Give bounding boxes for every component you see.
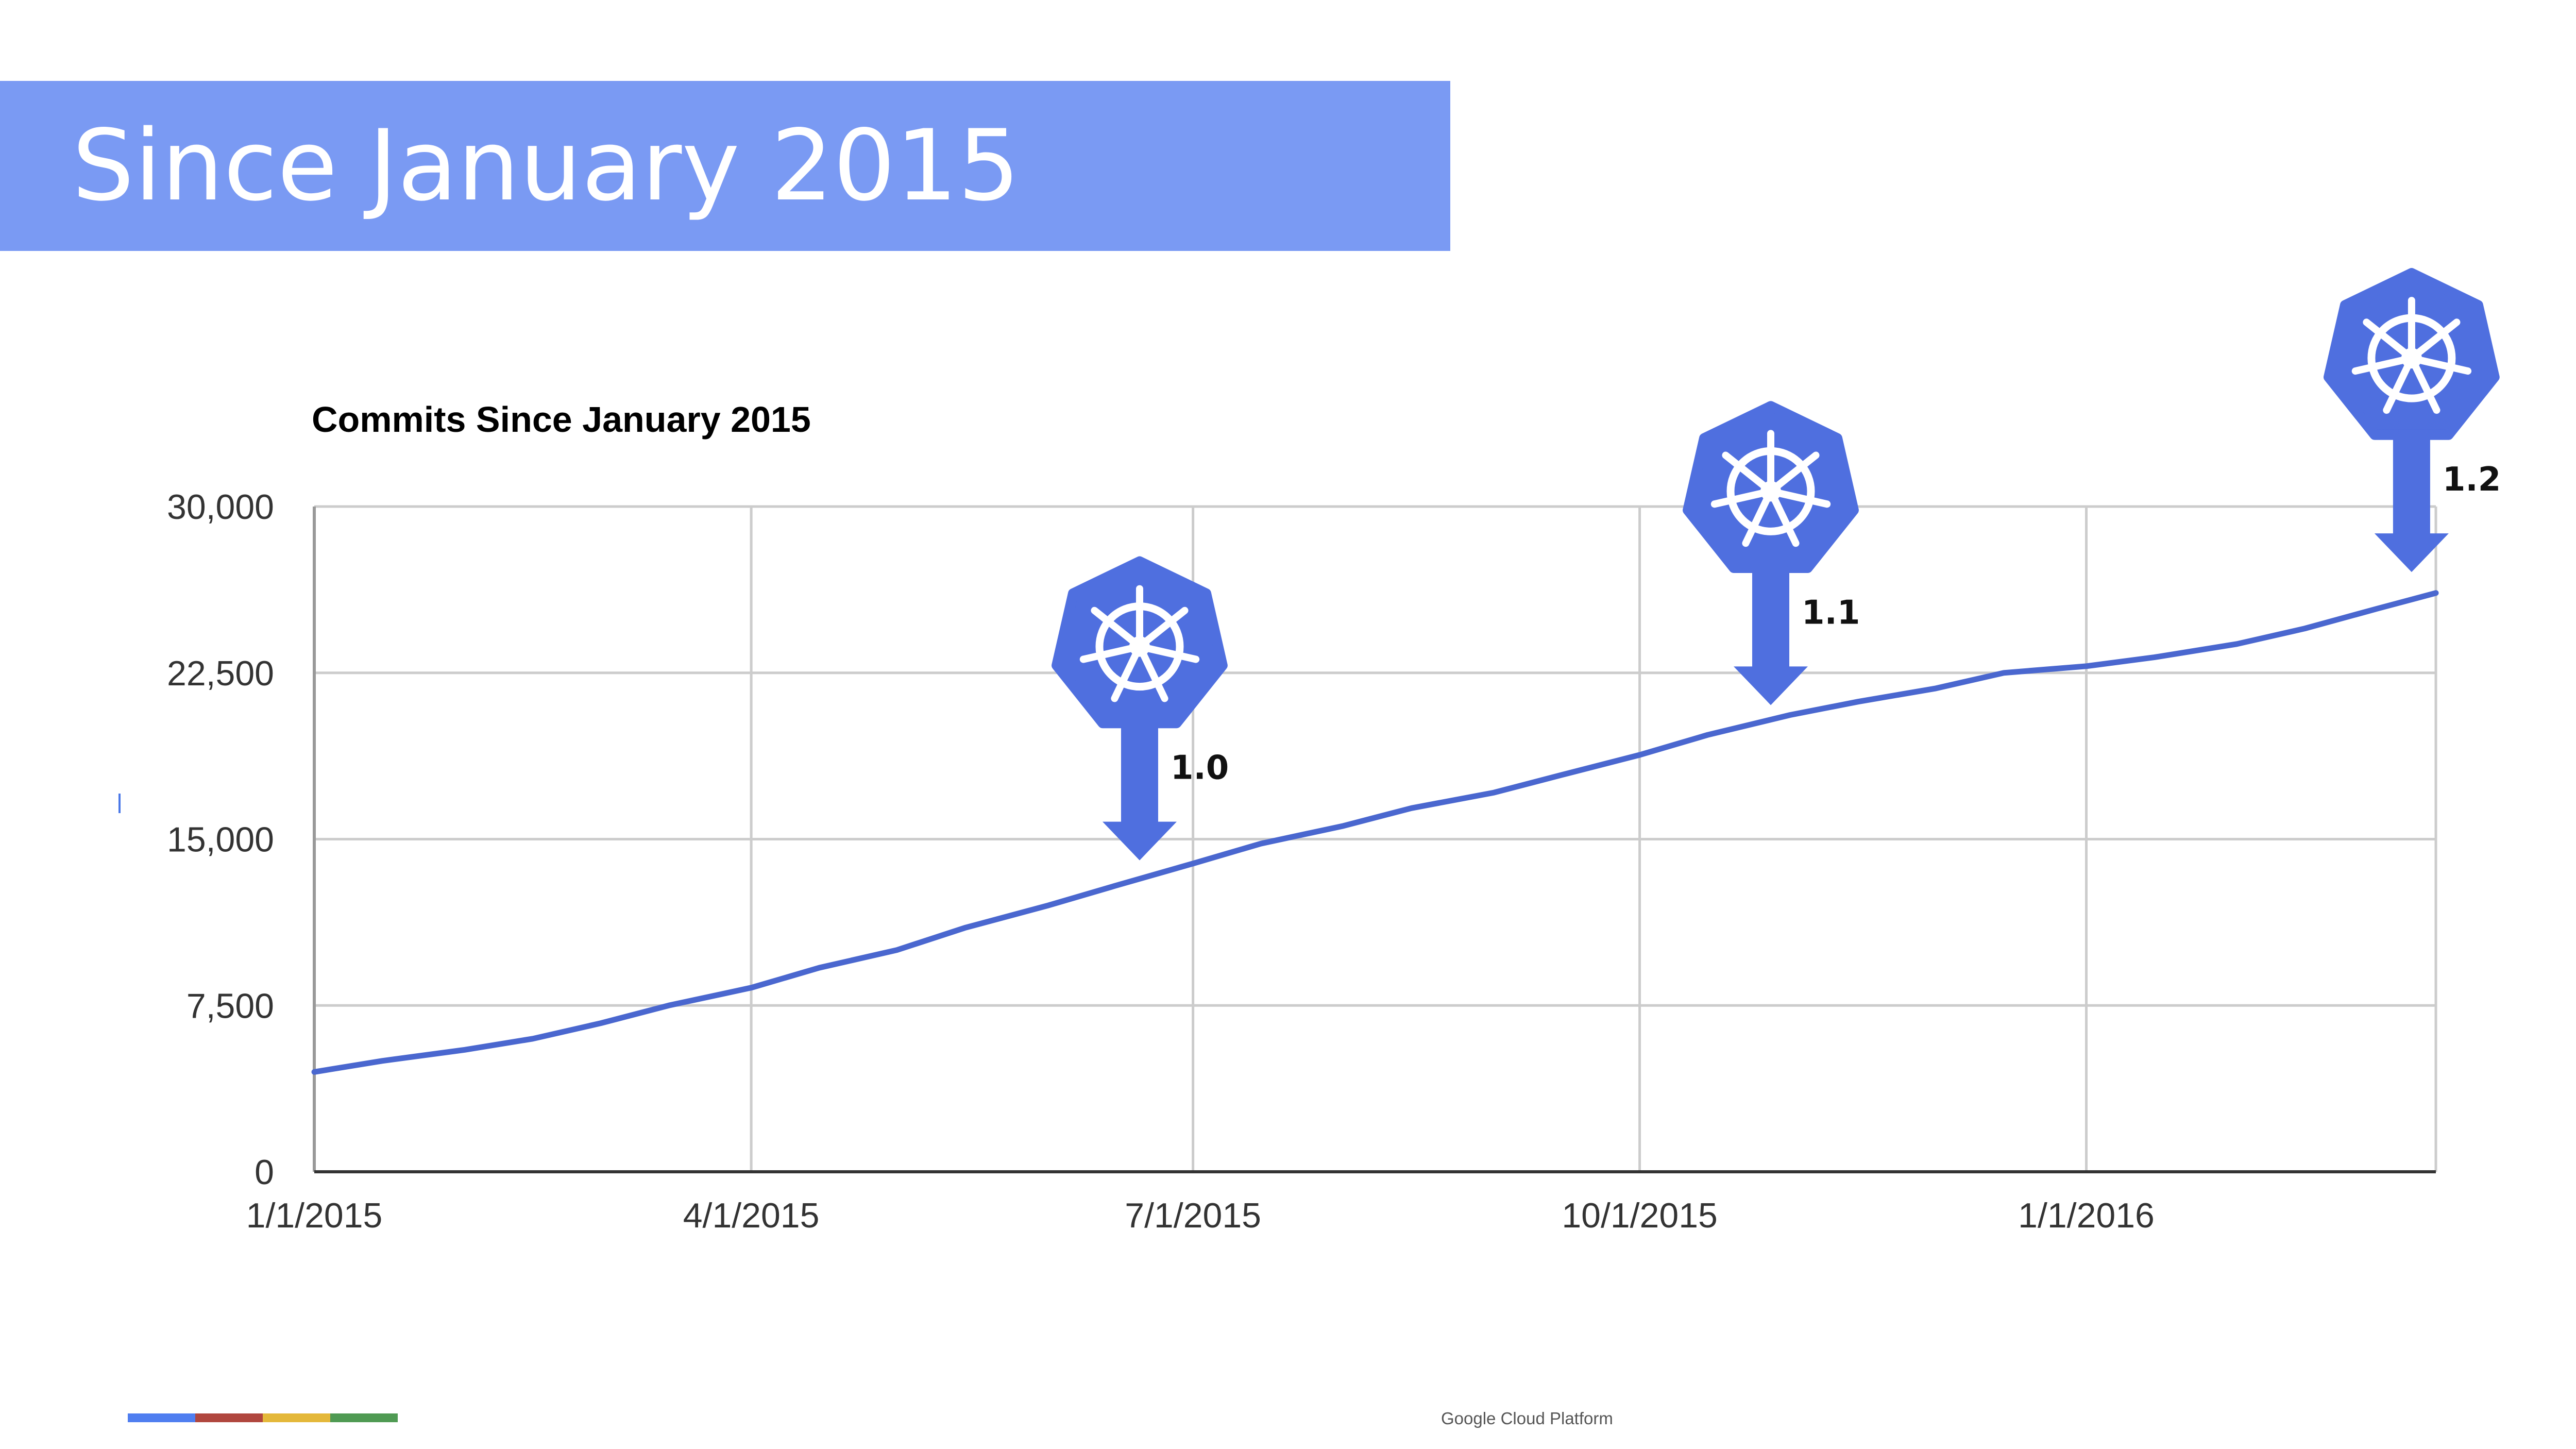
release-annotations: 1.0 1.1 1.2 (1052, 268, 2501, 861)
release-marker: 1.0 (1052, 556, 1229, 861)
stripe-segment (330, 1413, 398, 1422)
footer-brand-text: Google Cloud Platform (1441, 1409, 1613, 1428)
stripe-segment (263, 1413, 330, 1422)
chart-axes (313, 507, 2436, 1173)
y-tick-label: 0 (255, 1153, 274, 1192)
down-arrow-icon (1102, 723, 1177, 861)
title-bar: Since January 2015 (0, 81, 1450, 251)
chart-gridlines (314, 505, 2437, 1172)
x-tick-label: 4/1/2015 (683, 1196, 820, 1235)
google-color-stripe (128, 1413, 398, 1422)
y-tick-label: 22,500 (167, 654, 274, 693)
chart-series (311, 590, 2439, 1075)
kubernetes-helm-logo-icon (1683, 401, 1859, 573)
down-arrow-icon (2374, 435, 2449, 572)
kubernetes-helm-logo-icon (1052, 556, 1228, 729)
kubernetes-helm-logo-icon (2324, 268, 2500, 440)
x-tick-label: 7/1/2015 (1125, 1196, 1261, 1235)
release-marker: 1.1 (1683, 401, 1860, 705)
chart-title: Commits Since January 2015 (312, 399, 811, 440)
down-arrow-icon (1734, 568, 1808, 705)
y-tick-label: 15,000 (167, 820, 274, 860)
release-version-label: 1.1 (1802, 594, 1860, 632)
stripe-segment (128, 1413, 195, 1422)
y-tick-label: 7,500 (187, 986, 274, 1025)
commits-series-line (311, 590, 2439, 1075)
x-tick-label: 1/1/2015 (246, 1196, 383, 1235)
x-tick-label: 1/1/2016 (2018, 1196, 2155, 1235)
release-version-label: 1.0 (1171, 749, 1229, 787)
stripe-segment (195, 1413, 263, 1422)
slide-title: Since January 2015 (72, 109, 1020, 223)
text-cursor-mark (118, 794, 121, 813)
y-tick-label: 30,000 (167, 487, 274, 527)
x-tick-label: 10/1/2015 (1562, 1196, 1718, 1235)
y-axis-tick-labels: 0 7,500 15,000 22,500 30,000 (167, 487, 274, 1192)
release-version-label: 1.2 (2443, 461, 2501, 499)
x-axis-tick-labels: 1/1/2015 4/1/2015 7/1/2015 10/1/2015 1/1/201… (246, 1196, 2155, 1235)
release-marker: 1.2 (2324, 268, 2501, 572)
